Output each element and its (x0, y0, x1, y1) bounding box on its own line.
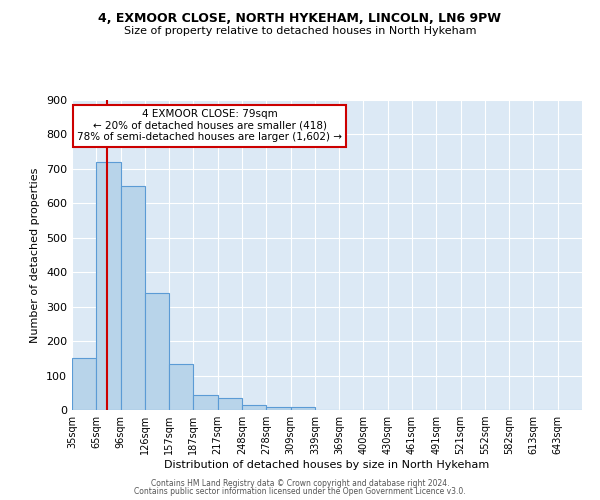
Bar (193, 394, 218, 410)
Text: Contains HM Land Registry data © Crown copyright and database right 2024.: Contains HM Land Registry data © Crown c… (151, 478, 449, 488)
Bar (96, 162, 121, 410)
X-axis label: Distribution of detached houses by size in North Hykeham: Distribution of detached houses by size … (164, 460, 490, 470)
Bar (218, 398, 242, 410)
Bar (266, 406, 290, 410)
Bar (72, 358, 96, 410)
Y-axis label: Number of detached properties: Number of detached properties (31, 168, 40, 342)
Text: Contains public sector information licensed under the Open Government Licence v3: Contains public sector information licen… (134, 487, 466, 496)
Text: 4, EXMOOR CLOSE, NORTH HYKEHAM, LINCOLN, LN6 9PW: 4, EXMOOR CLOSE, NORTH HYKEHAM, LINCOLN,… (98, 12, 502, 26)
Bar (242, 405, 266, 410)
Bar (290, 406, 315, 410)
Text: 4 EXMOOR CLOSE: 79sqm
← 20% of detached houses are smaller (418)
78% of semi-det: 4 EXMOOR CLOSE: 79sqm ← 20% of detached … (77, 110, 342, 142)
Bar (169, 364, 193, 410)
Bar (145, 293, 169, 410)
Bar (121, 186, 145, 410)
Text: Size of property relative to detached houses in North Hykeham: Size of property relative to detached ho… (124, 26, 476, 36)
